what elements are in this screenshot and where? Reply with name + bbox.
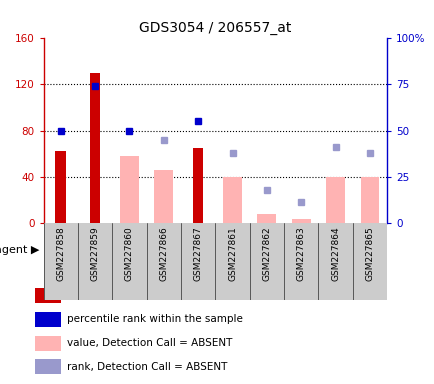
- Bar: [291, 219, 310, 223]
- Text: GSM227864: GSM227864: [330, 227, 339, 281]
- Bar: [326, 177, 344, 223]
- Text: rank, Detection Call = ABSENT: rank, Detection Call = ABSENT: [67, 362, 227, 372]
- Bar: [90, 73, 100, 223]
- Text: cigarette smoke: cigarette smoke: [256, 245, 345, 255]
- Bar: [223, 177, 241, 223]
- Text: percentile rank within the sample: percentile rank within the sample: [67, 314, 243, 324]
- Text: control: control: [110, 245, 148, 255]
- Bar: [215, 230, 386, 269]
- Text: GSM227862: GSM227862: [262, 227, 271, 281]
- Bar: [154, 170, 173, 223]
- Bar: [35, 288, 61, 303]
- Text: GSM227859: GSM227859: [90, 227, 99, 281]
- Text: value, Detection Call = ABSENT: value, Detection Call = ABSENT: [67, 338, 232, 348]
- Bar: [193, 148, 203, 223]
- Text: GSM227858: GSM227858: [56, 227, 65, 281]
- Bar: [35, 312, 61, 327]
- Bar: [35, 336, 61, 351]
- Text: count: count: [67, 291, 97, 301]
- Bar: [257, 214, 276, 223]
- Bar: [43, 230, 215, 269]
- Text: GSM227866: GSM227866: [159, 227, 168, 281]
- Text: GSM227863: GSM227863: [296, 227, 305, 281]
- Bar: [360, 177, 378, 223]
- Text: agent ▶: agent ▶: [0, 245, 39, 255]
- Text: GSM227865: GSM227865: [365, 227, 374, 281]
- Bar: [120, 156, 138, 223]
- Title: GDS3054 / 206557_at: GDS3054 / 206557_at: [139, 21, 291, 35]
- Text: GSM227867: GSM227867: [193, 227, 202, 281]
- Text: GSM227861: GSM227861: [227, 227, 237, 281]
- Bar: [35, 359, 61, 374]
- Text: GSM227860: GSM227860: [125, 227, 134, 281]
- Bar: [56, 151, 66, 223]
